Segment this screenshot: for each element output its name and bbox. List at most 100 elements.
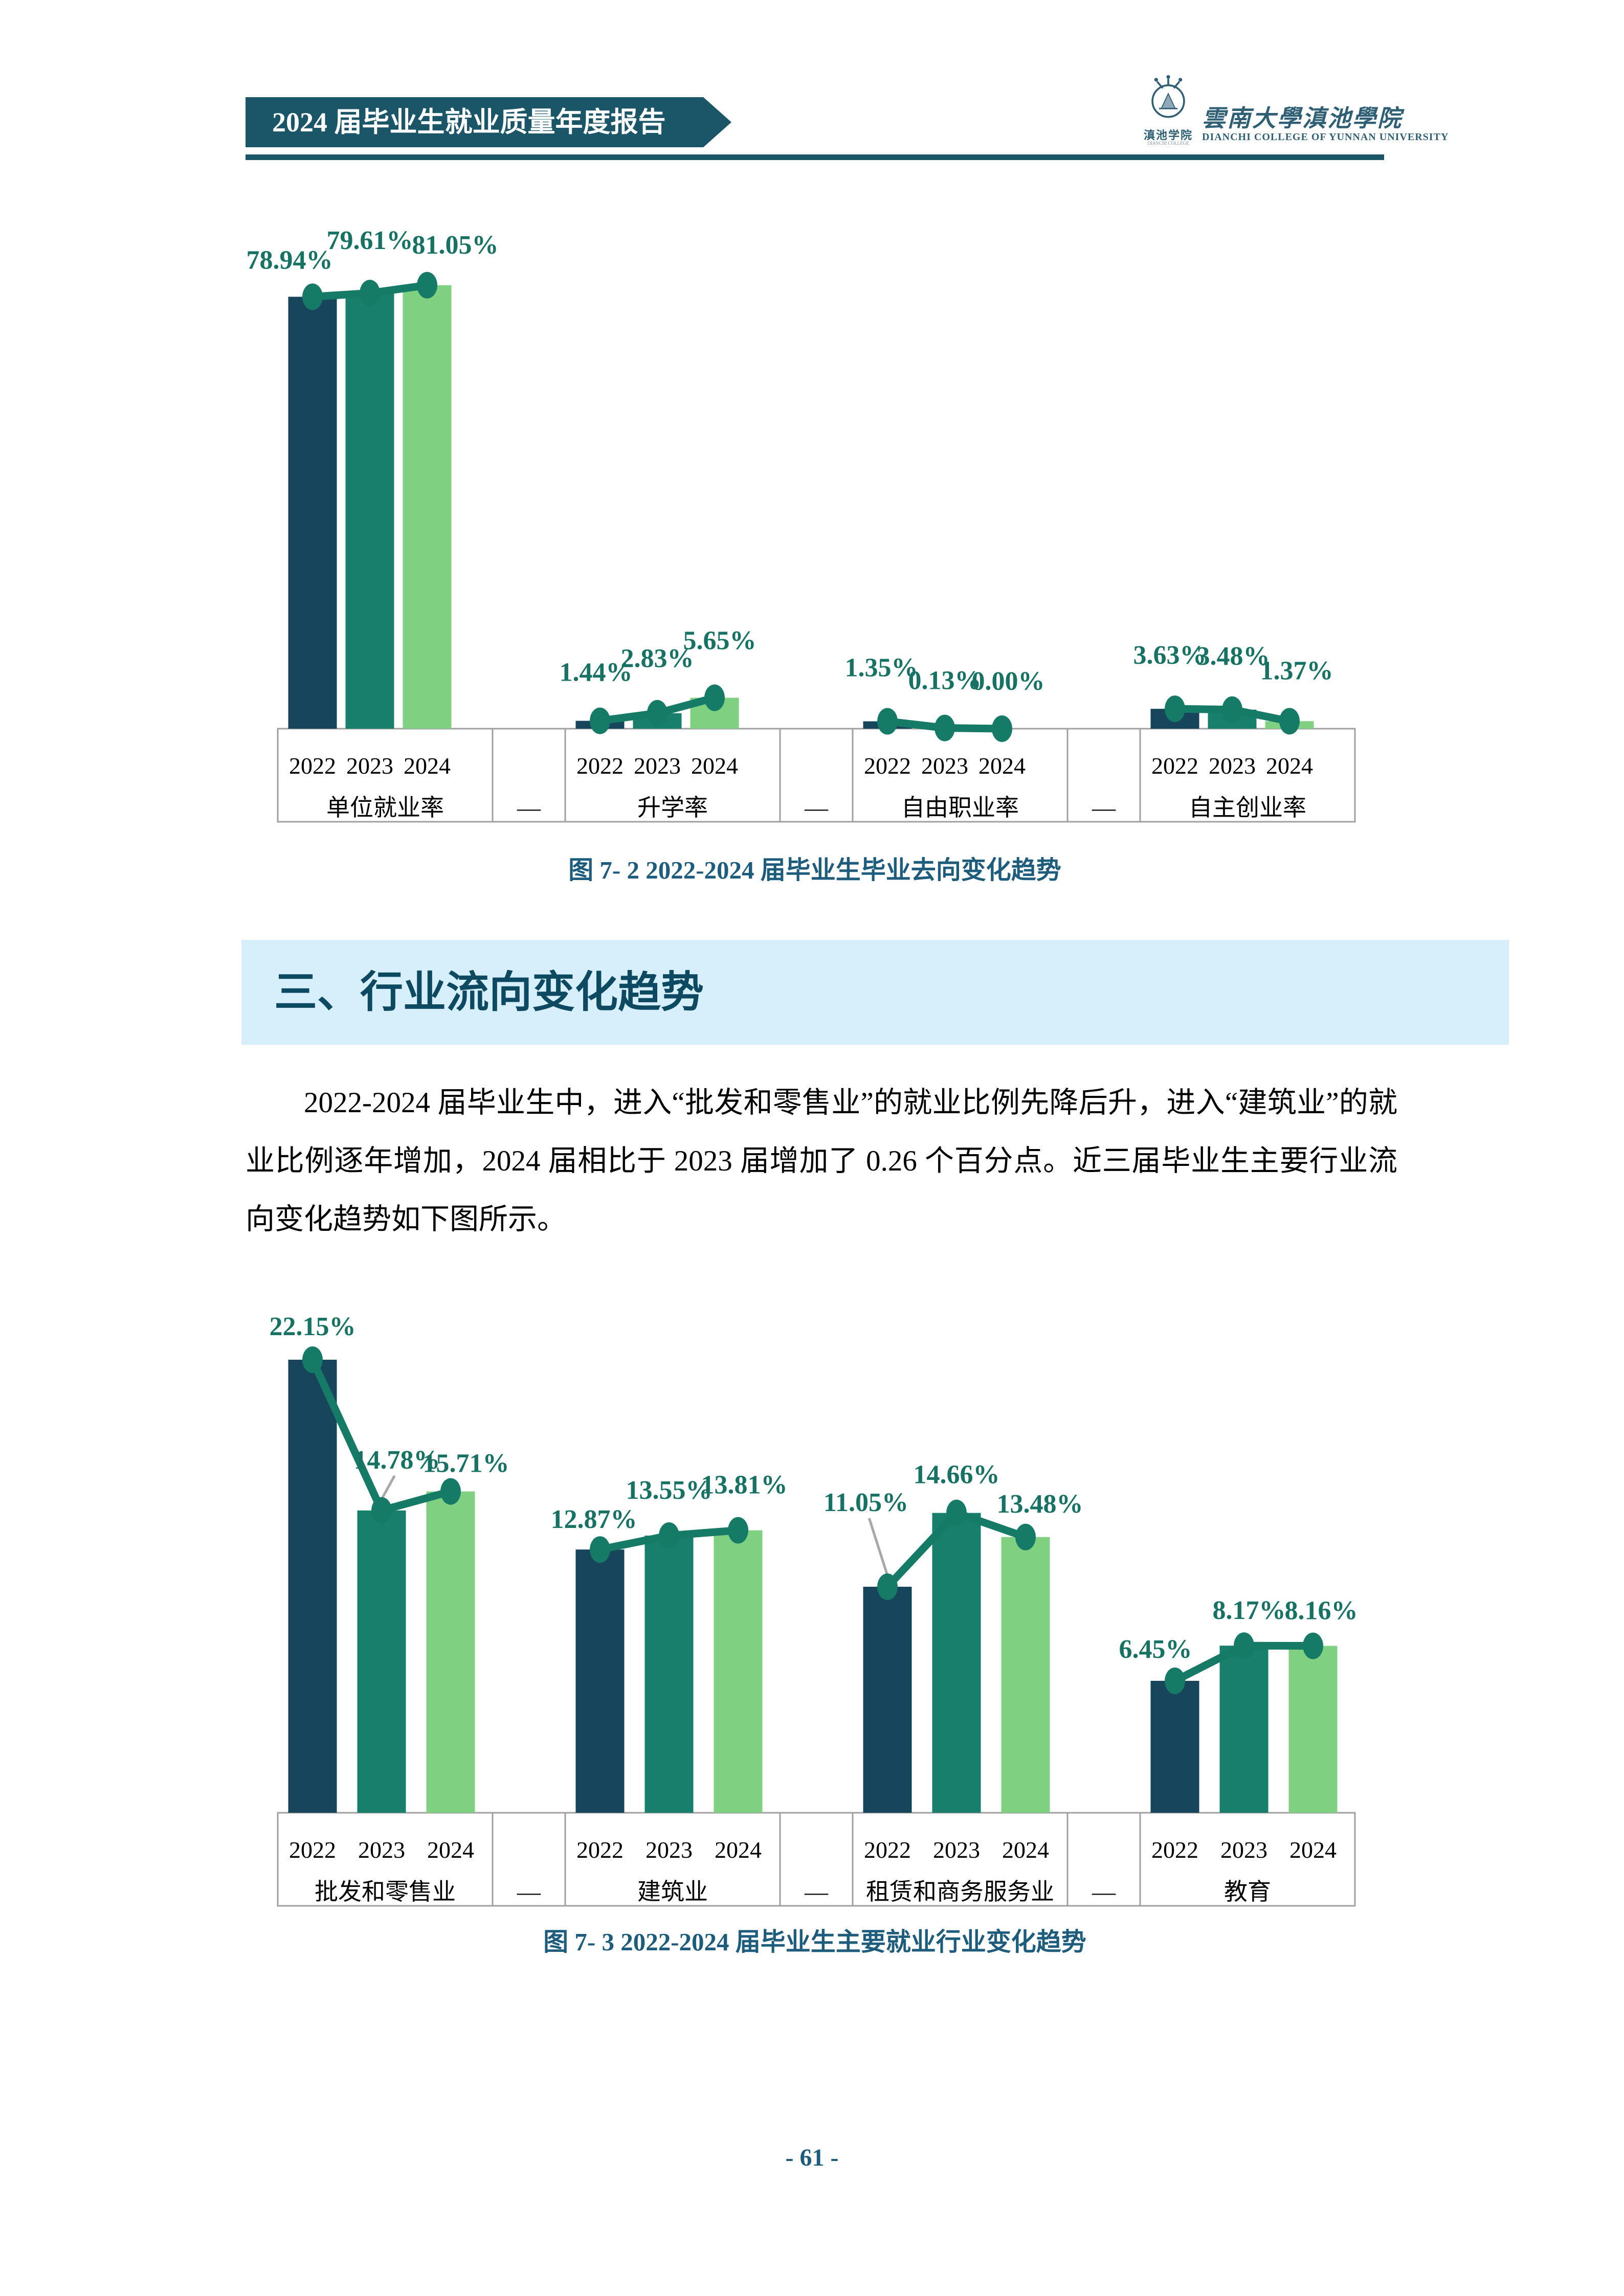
trend-marker: [935, 714, 955, 741]
year-tick: 2022: [864, 753, 911, 779]
data-label: 3.63%: [1133, 641, 1207, 670]
bar-单位就业率-2024: [403, 285, 452, 729]
data-label: 0.00%: [972, 667, 1045, 696]
logo-seal-cn-text: 滇池学院: [1143, 129, 1193, 142]
chapter-banner-title: 2024 届毕业生就业质量年度报告: [272, 107, 666, 138]
trend-marker: [590, 1536, 610, 1563]
trend-marker: [728, 1517, 748, 1544]
year-tick: 2024: [978, 753, 1026, 779]
chapter-banner: 2024 届毕业生就业质量年度报告: [246, 97, 731, 147]
data-label: 0.13%: [908, 666, 982, 695]
trend-marker: [302, 283, 323, 310]
figure-caption: 图 7- 3 2022-2024 届毕业生主要就业行业变化趋势: [543, 1928, 1086, 1956]
trend-marker: [1234, 1632, 1254, 1659]
data-label: 14.78%: [354, 1446, 440, 1475]
year-tick: 2023: [646, 1837, 693, 1863]
axis-table: [277, 1812, 1356, 1907]
separator-dash: —: [804, 1879, 829, 1905]
year-tick: 2023: [346, 753, 393, 779]
data-label: 15.71%: [423, 1449, 509, 1478]
trend-marker: [877, 708, 898, 735]
body-paragraph: 2022-2024 届毕业生中，进入“批发和零售业”的就业比例先降后升，进入“建…: [246, 1087, 1397, 1235]
category-label: 建筑业: [637, 1879, 708, 1905]
section-heading-band: 三、行业流向变化趋势: [241, 940, 1509, 1045]
figure-caption: 图 7- 2 2022-2024 届毕业生毕业去向变化趋势: [568, 856, 1061, 884]
trend-marker: [371, 1497, 392, 1524]
year-tick: 2022: [864, 1837, 911, 1863]
category-label: 批发和零售业: [315, 1879, 456, 1905]
separator-dash: —: [1092, 1879, 1116, 1905]
bar-批发和零售业-2022: [288, 1360, 337, 1813]
trend-marker: [946, 1499, 967, 1526]
figure-7-3-chart: 2022 2023 2024 批发和零售业 — 22.15% 14.78%15.71% 202…: [270, 1312, 1358, 1907]
year-tick: 2023: [1209, 753, 1256, 779]
bar-批发和零售业-2023: [357, 1510, 406, 1813]
university-seal-icon: [1151, 75, 1185, 118]
bar-租赁和商务服务业-2023: [932, 1513, 981, 1813]
bar-建筑业-2024: [714, 1530, 763, 1813]
category-label: 升学率: [637, 795, 708, 821]
trend-marker: [1015, 1523, 1036, 1550]
data-label: 13.81%: [701, 1471, 788, 1500]
trend-marker: [1279, 708, 1300, 735]
bar-租赁和商务服务业-2024: [1001, 1537, 1050, 1813]
year-tick: 2023: [921, 753, 968, 779]
trend-marker: [590, 707, 610, 734]
bar-租赁和商务服务业-2022: [863, 1587, 912, 1813]
year-tick: 2023: [634, 753, 681, 779]
bar-批发和零售业-2024: [426, 1491, 475, 1813]
year-tick: 2022: [1151, 753, 1198, 779]
data-label: 3.48%: [1197, 642, 1270, 671]
university-cn-name: 雲南大學滇池學院: [1202, 105, 1403, 131]
trend-marker: [659, 1522, 679, 1549]
year-tick: 2023: [358, 1837, 405, 1863]
trend-marker: [704, 684, 725, 711]
separator-dash: —: [517, 795, 541, 821]
bar-建筑业-2022: [575, 1549, 625, 1813]
year-tick: 2022: [576, 753, 624, 779]
trend-marker: [1165, 695, 1185, 723]
logo-seal-en-text: DIANCHI COLLEGE: [1147, 141, 1189, 146]
data-label: 81.05%: [412, 231, 499, 260]
data-label: 79.61%: [327, 226, 413, 255]
bar-建筑业-2023: [644, 1536, 694, 1813]
data-label: 22.15%: [270, 1312, 356, 1341]
category-label: 自由职业率: [901, 795, 1019, 821]
year-tick: 2024: [1002, 1837, 1049, 1863]
trend-marker: [1222, 696, 1242, 723]
year-tick: 2022: [576, 1837, 624, 1863]
bar-单位就业率-2022: [288, 297, 337, 729]
data-label: 5.65%: [683, 626, 757, 656]
trend-marker: [992, 715, 1012, 742]
data-label: 6.45%: [1119, 1635, 1192, 1664]
category-label: 单位就业率: [326, 795, 444, 821]
separator-dash: —: [804, 795, 829, 821]
data-label: 13.48%: [997, 1490, 1083, 1519]
data-label: 1.44%: [560, 658, 633, 687]
data-label: 11.05%: [824, 1488, 908, 1517]
separator-dash: —: [517, 1879, 541, 1905]
university-en-name: DIANCHI COLLEGE OF YUNNAN UNIVERSITY: [1202, 131, 1449, 143]
page-number: - 61 -: [785, 2144, 839, 2171]
year-tick: 2022: [1151, 1837, 1198, 1863]
data-label: 14.66%: [914, 1460, 1000, 1490]
category-label: 租赁和商务服务业: [866, 1879, 1054, 1905]
year-tick: 2024: [715, 1837, 762, 1863]
data-label: 78.94%: [247, 245, 333, 275]
year-tick: 2023: [933, 1837, 980, 1863]
section-heading: 三、行业流向变化趋势: [274, 968, 704, 1016]
leader-line: [380, 1475, 396, 1500]
bar-教育-2022: [1150, 1681, 1199, 1813]
data-label: 8.16%: [1285, 1596, 1358, 1626]
trend-marker: [1303, 1632, 1323, 1659]
category-label: 自主创业率: [1189, 795, 1306, 821]
bar-单位就业率-2023: [345, 293, 394, 729]
data-label: 1.37%: [1260, 656, 1333, 685]
header-divider: [246, 154, 1384, 160]
figure-7-2-chart: 2022 2023 2024 单位就业率 — 78.94%79.61%81.05% 2022…: [247, 226, 1356, 823]
data-label: 12.87%: [551, 1505, 637, 1534]
year-tick: 2022: [289, 753, 336, 779]
data-label: 1.35%: [845, 654, 918, 683]
leader-line: [867, 1518, 889, 1576]
